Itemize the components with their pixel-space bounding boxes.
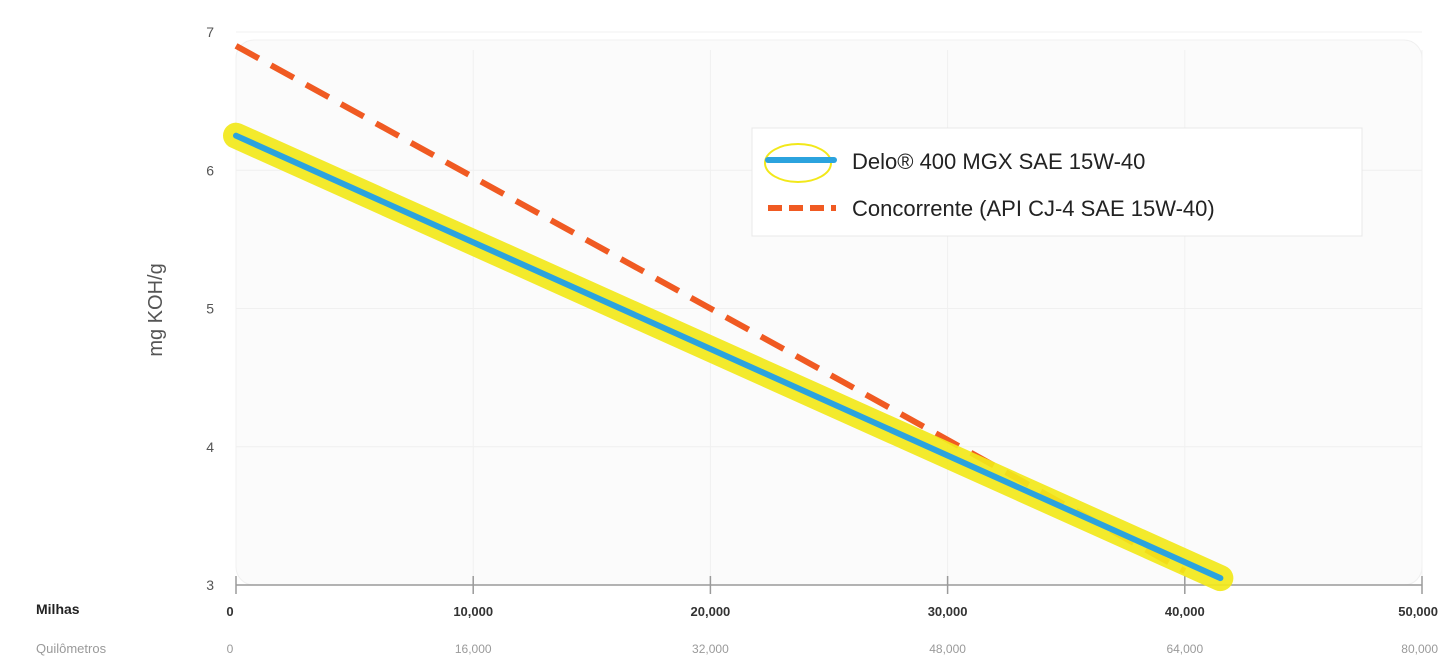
series-line-0 (233, 132, 1224, 582)
x-tick-label-km: 64,000 (1166, 642, 1203, 656)
x-tick-label-miles: 20,000 (691, 604, 731, 619)
x-tick-label-miles: 10,000 (453, 604, 493, 619)
y-tick-label: 3 (206, 577, 214, 593)
x-tick-label-km: 48,000 (929, 642, 966, 656)
x-tick-label-km: 32,000 (692, 642, 729, 656)
x-tick-label-miles: 50,000 (1398, 604, 1438, 619)
legend-label-concorrente: Concorrente (API CJ-4 SAE 15W-40) (852, 196, 1215, 221)
y-tick-label: 4 (206, 439, 214, 455)
x-axis-km-label: Quilômetros (36, 641, 107, 656)
x-tick-label-miles: 40,000 (1165, 604, 1205, 619)
y-axis-label: mg KOH/g (145, 263, 167, 356)
y-tick-label: 6 (206, 162, 214, 178)
x-axis-miles-label: Milhas (36, 601, 80, 617)
y-tick-label: 7 (206, 24, 214, 40)
x-tick-label-miles: 30,000 (928, 604, 968, 619)
y-tick-label: 5 (206, 301, 214, 317)
x-tick-label-km: 16,000 (455, 642, 492, 656)
plot-background (235, 39, 1423, 586)
legend-label-delo: Delo® 400 MGX SAE 15W-40 (852, 149, 1145, 174)
series (223, 43, 1234, 592)
x-tick-label-miles: 0 (226, 604, 233, 619)
legend-box (751, 127, 1363, 237)
x-axis: 3 4 5 6 7 0 0 10,000 16,000 20,000 32,000 30,000 48,… (206, 24, 1438, 656)
legend: Delo® 400 MGX SAE 15W-40 Concorrente (AP… (751, 127, 1363, 237)
x-tick-label-km: 80,000 (1401, 642, 1438, 656)
x-tick-label-km: 0 (227, 642, 234, 656)
